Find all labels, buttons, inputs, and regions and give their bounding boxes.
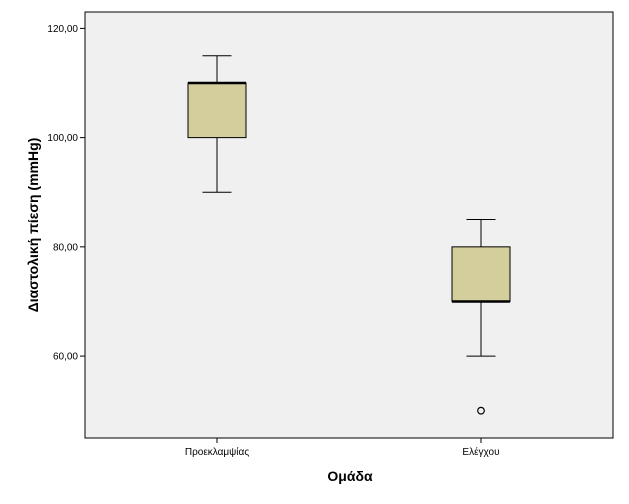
iqr-box xyxy=(451,246,511,302)
boxes xyxy=(187,55,511,415)
box-group xyxy=(187,55,247,193)
x-tick-label: Ελέγχου xyxy=(462,446,499,458)
y-tick-label: 80,00 xyxy=(53,242,78,253)
y-tick-label: 60,00 xyxy=(53,352,78,363)
y-axis: 60,00 80,00 100,00 120,00 xyxy=(47,24,85,363)
iqr-box xyxy=(187,82,247,139)
outlier-point xyxy=(477,406,485,415)
box-group xyxy=(451,219,511,415)
x-axis-title: Ομάδα xyxy=(327,468,373,484)
x-tick-label: Προεκλαμψίας xyxy=(185,446,249,458)
y-tick-label: 120,00 xyxy=(47,24,78,35)
plot-area xyxy=(84,11,614,439)
y-axis-title: Διαστολική πίεση (mmHg) xyxy=(25,138,41,313)
x-axis: Προεκλαμψίας Ελέγχου xyxy=(185,438,500,458)
y-tick-label: 100,00 xyxy=(47,133,78,144)
